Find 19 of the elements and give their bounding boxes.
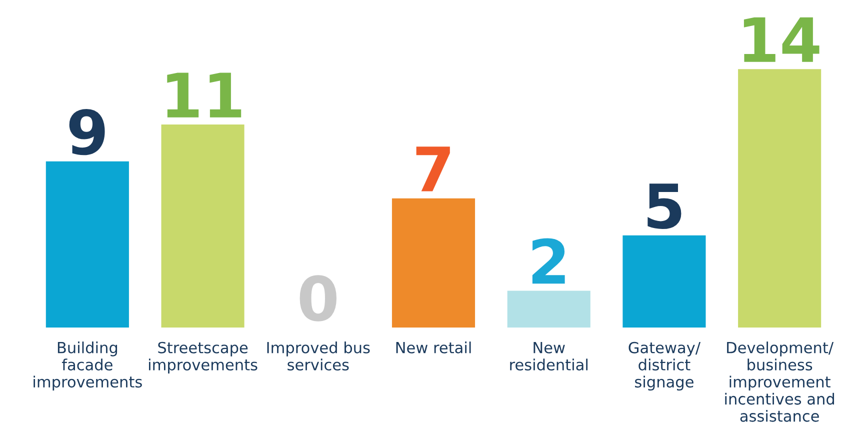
x-tick-label: Building facade improvements <box>34 342 142 391</box>
data-label: 7 <box>416 146 450 192</box>
bar <box>46 161 129 328</box>
data-label: 5 <box>648 184 682 230</box>
data-label: 11 <box>167 72 242 118</box>
x-tick-label: Gateway/ district signage <box>628 342 701 391</box>
bar <box>622 235 706 328</box>
x-tick-label: Improved bus services <box>267 342 370 370</box>
x-tick-label: New residential <box>510 342 588 370</box>
x-tick-label: New retail <box>396 342 471 354</box>
data-label: 14 <box>744 17 820 62</box>
data-label: 9 <box>69 108 105 156</box>
bar <box>161 124 244 328</box>
x-tick-label: Streetscape improvements <box>148 342 258 374</box>
bar <box>738 69 822 328</box>
bar <box>507 290 590 328</box>
data-label: 2 <box>532 238 565 284</box>
x-tick-label: Development/ business improvement incentives and assistance <box>725 342 834 422</box>
bar <box>392 198 476 328</box>
